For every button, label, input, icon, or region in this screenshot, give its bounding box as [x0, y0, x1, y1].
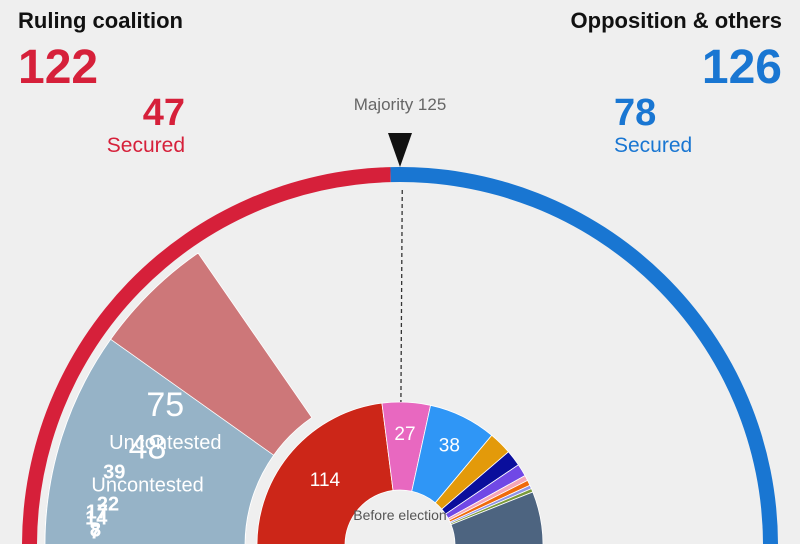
current-label-1: 39	[103, 462, 125, 484]
current-label-4: 7	[90, 521, 101, 543]
coalition-secured-label: Secured	[106, 134, 185, 157]
current-label-12: 48	[129, 428, 167, 466]
before-slice-10	[450, 491, 544, 544]
opposition-total-seats: 126	[701, 41, 782, 94]
before-election-ring	[256, 401, 544, 544]
current-label-2: 8	[90, 519, 101, 541]
before-label-0: 114	[310, 470, 341, 491]
current-slice-12	[44, 338, 275, 544]
current-sublabel-12: Uncontested	[91, 474, 203, 496]
coalition-total-seats: 122	[18, 41, 99, 94]
center-label: Before election	[353, 507, 446, 523]
before-slice-0	[256, 402, 394, 544]
current-label-3: 22	[97, 493, 119, 515]
before-label-1: 27	[394, 424, 415, 445]
opposition-secured-label: Secured	[614, 134, 693, 157]
before-label-2: 38	[439, 435, 460, 456]
current-label-0: 75	[146, 386, 184, 424]
majority-arrow-icon	[388, 133, 412, 167]
majority-line	[400, 190, 403, 403]
current-label-8: 14	[85, 508, 108, 530]
majority-label: Majority 125	[353, 95, 447, 114]
current-seats-ring	[44, 252, 313, 544]
current-sublabel-0: Uncontested	[109, 432, 221, 454]
opposition-title: Opposition & others	[570, 8, 782, 33]
current-label-11: 8	[90, 519, 101, 541]
opposition-secured-count: 78	[614, 92, 657, 134]
coalition-secured-count: 47	[142, 92, 185, 134]
current-label-5: 17	[86, 502, 108, 524]
coalition-title: Ruling coalition	[18, 8, 183, 33]
